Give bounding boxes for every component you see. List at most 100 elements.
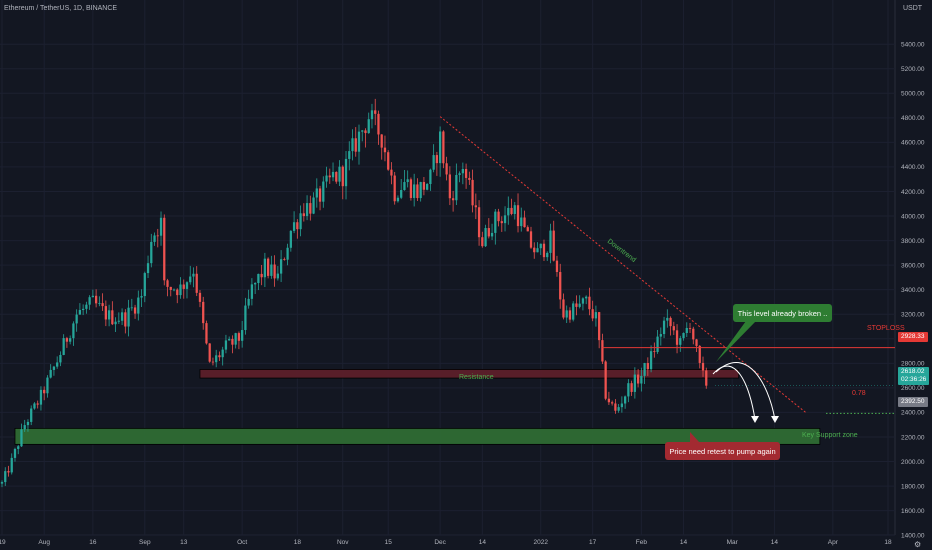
- candle-body: [585, 296, 588, 299]
- candle-body: [211, 361, 215, 363]
- x-tick-label: 18: [884, 539, 892, 546]
- candle-body: [523, 217, 526, 228]
- x-tick-label: Nov: [337, 539, 349, 546]
- candle-body: [130, 307, 133, 309]
- candle-body: [562, 299, 565, 318]
- candle-body: [364, 130, 367, 134]
- candle-body: [341, 166, 344, 187]
- candle-body: [221, 349, 224, 358]
- candle-body: [578, 303, 581, 307]
- stoploss-price-tag: 2928.33: [898, 332, 928, 342]
- candle-body: [607, 398, 611, 403]
- downtrend-line: [439, 116, 808, 414]
- candle-body: [591, 309, 594, 319]
- currency-label[interactable]: USDT: [903, 5, 923, 12]
- candle-body: [140, 296, 143, 298]
- gear-icon[interactable]: ⚙: [914, 540, 922, 549]
- x-tick-label: 2022: [534, 539, 549, 546]
- candle-body: [361, 130, 364, 132]
- candle-body: [289, 230, 292, 248]
- candle-body: [241, 330, 244, 341]
- callout-level-broken[interactable]: This level already broken ..: [733, 304, 832, 322]
- fib-level-label: 0.78: [852, 390, 866, 397]
- y-tick-label: 2400.00: [901, 410, 925, 417]
- candle-body: [484, 228, 487, 247]
- y-tick-label: 3200.00: [901, 312, 925, 319]
- projection-arrowhead-2: [771, 416, 779, 423]
- candle-body: [302, 213, 305, 217]
- candle-body: [94, 295, 98, 304]
- candle-body: [539, 243, 542, 249]
- candle-body: [588, 296, 591, 310]
- candle-body: [643, 363, 646, 376]
- candle-body: [662, 320, 666, 335]
- candle-body: [257, 273, 260, 284]
- candle-body: [682, 333, 685, 339]
- candle-body: [383, 147, 387, 153]
- candle-body: [104, 306, 107, 320]
- callout-broken-pointer: [716, 321, 756, 362]
- candle-body: [672, 326, 675, 331]
- candle-body: [630, 383, 633, 392]
- candle-body: [451, 198, 455, 201]
- candle-body: [513, 205, 516, 214]
- candle-body: [685, 328, 688, 334]
- candle-body: [692, 328, 695, 340]
- candle-body: [215, 355, 218, 363]
- candle-body: [185, 282, 189, 289]
- candle-body: [322, 181, 325, 202]
- candle-body: [536, 248, 539, 253]
- candle-body: [393, 175, 396, 202]
- support-label: Key Support zone: [802, 432, 858, 439]
- candle-body: [507, 207, 510, 216]
- candle-body: [312, 197, 315, 214]
- candles-layer: [0, 98, 708, 488]
- candle-body: [4, 471, 7, 483]
- candle-body: [354, 138, 357, 152]
- x-tick-label: Oct: [237, 539, 247, 546]
- candle-body: [627, 383, 630, 397]
- candle-body: [367, 119, 370, 134]
- candle-body: [533, 247, 536, 253]
- candle-body: [111, 310, 114, 325]
- projection-arrow-2: [715, 361, 776, 421]
- candle-body: [205, 323, 208, 344]
- candle-body: [623, 396, 627, 404]
- key-support-zone: [14, 427, 821, 445]
- y-axis[interactable]: 5400.00 5200.00 5000.00 4800.00 4600.00 4400.…: [901, 41, 925, 539]
- candle-body: [101, 303, 104, 307]
- candle-body: [98, 303, 101, 304]
- candle-body: [260, 273, 263, 278]
- candle-body: [666, 317, 669, 321]
- candle-body: [166, 280, 169, 287]
- candle-body: [688, 328, 692, 329]
- y-tick-label: 1800.00: [901, 483, 925, 490]
- candle-body: [195, 273, 198, 293]
- overlays-layer: [439, 116, 895, 443]
- candle-body: [23, 425, 26, 430]
- projection-arrowhead-1: [751, 416, 759, 423]
- candle-body: [202, 301, 205, 324]
- candle-body: [250, 284, 254, 299]
- x-tick-label: 16: [89, 539, 97, 546]
- candle-body: [542, 243, 546, 258]
- candle-body: [198, 292, 202, 302]
- candle-body: [669, 317, 672, 327]
- candle-body: [390, 169, 393, 176]
- candle-body: [455, 174, 458, 201]
- x-axis[interactable]: 19 Aug 16 Sep 13 Oct 18 Nov 15 Dec 14 2022 17 Feb 14 Ma…: [0, 539, 892, 546]
- candle-body: [163, 217, 166, 281]
- callout-retest[interactable]: Price need retest to pump again: [665, 442, 780, 460]
- candle-body: [224, 340, 228, 350]
- candle-body: [279, 259, 283, 274]
- y-tick-label: 2000.00: [901, 459, 925, 466]
- candle-body: [318, 188, 322, 202]
- candle-body: [448, 174, 452, 199]
- x-tick-label: 14: [680, 539, 688, 546]
- candle-body: [13, 448, 17, 458]
- symbol-title[interactable]: Ethereum / TetherUS, 1D, BINANCE: [4, 5, 118, 12]
- candle-body: [137, 297, 140, 314]
- candle-body: [189, 276, 192, 283]
- candle-body: [656, 336, 659, 352]
